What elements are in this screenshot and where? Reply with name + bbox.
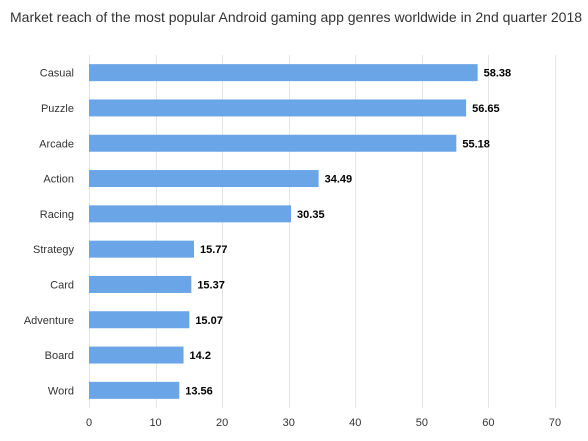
data-label: 34.49 xyxy=(325,174,353,186)
bar xyxy=(89,134,457,152)
x-tick-label: 20 xyxy=(216,417,228,429)
x-tick-label: 70 xyxy=(549,417,561,429)
category-label: Action xyxy=(43,174,74,186)
gridlines xyxy=(89,55,556,408)
x-tick-label: 10 xyxy=(149,417,161,429)
category-labels: Casual Puzzle Arcade Action Racing Strategy Ca… xyxy=(24,68,75,398)
category-label: Casual xyxy=(40,68,74,80)
data-label: 14.2 xyxy=(190,350,211,362)
bar xyxy=(89,275,192,293)
data-label: 56.65 xyxy=(472,103,500,115)
x-tick-label: 40 xyxy=(349,417,361,429)
category-label: Board xyxy=(45,350,74,362)
category-label: Puzzle xyxy=(41,103,74,115)
data-label: 58.38 xyxy=(484,68,512,80)
category-label: Word xyxy=(48,385,74,397)
data-label: 30.35 xyxy=(297,209,325,221)
x-tick-label: 0 xyxy=(86,417,92,429)
data-label: 15.77 xyxy=(200,244,228,256)
bar xyxy=(89,205,292,223)
category-label: Card xyxy=(50,279,74,291)
data-label: 13.56 xyxy=(185,385,213,397)
bar xyxy=(89,64,478,82)
bar xyxy=(89,240,194,258)
data-label: 15.07 xyxy=(195,315,223,327)
category-label: Racing xyxy=(40,209,74,221)
data-label: 15.37 xyxy=(197,279,225,291)
x-tick-label: 30 xyxy=(283,417,295,429)
x-tick-label: 60 xyxy=(482,417,494,429)
bar xyxy=(89,170,319,188)
x-tick-label: 50 xyxy=(416,417,428,429)
chart-title: Market reach of the most popular Android… xyxy=(10,9,583,25)
data-labels: 58.38 56.65 55.18 34.49 30.35 15.77 15.37 15.07… xyxy=(185,68,511,398)
category-label: Strategy xyxy=(33,244,74,256)
bar xyxy=(89,99,467,117)
bars xyxy=(89,64,478,399)
bar xyxy=(89,311,190,329)
bar xyxy=(89,346,184,364)
x-axis-ticks: 0 10 20 30 40 50 60 70 xyxy=(86,417,561,429)
category-label: Adventure xyxy=(24,315,74,327)
category-label: Arcade xyxy=(39,138,74,150)
data-label: 55.18 xyxy=(462,138,490,150)
bar xyxy=(89,381,180,399)
